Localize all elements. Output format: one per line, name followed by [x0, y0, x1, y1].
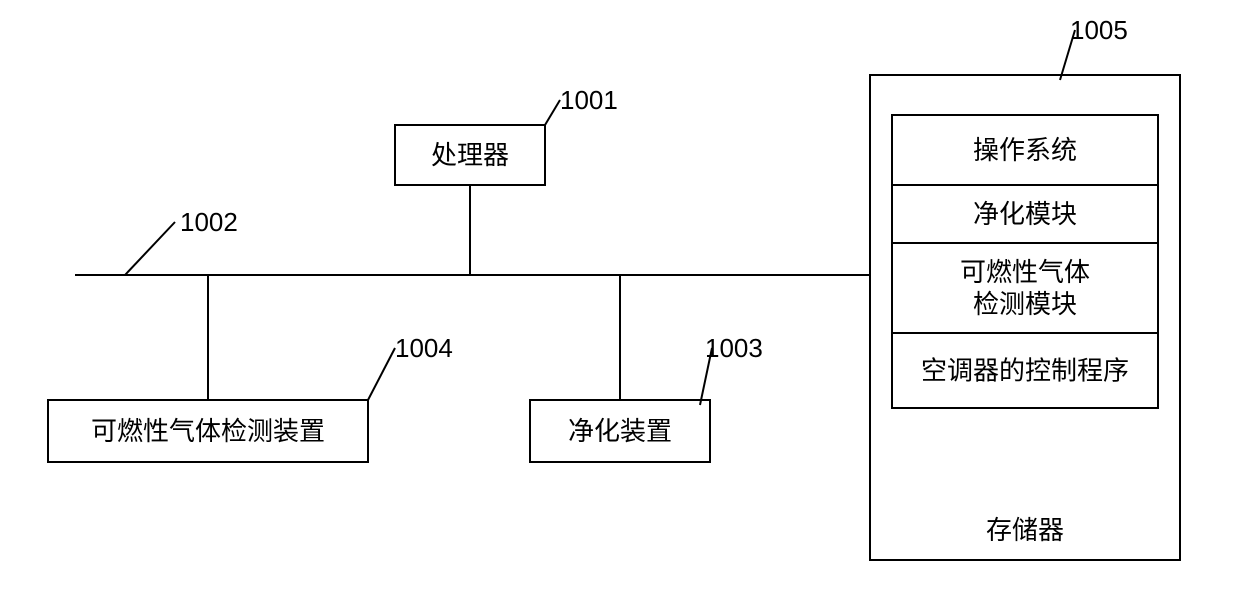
purify_device-label: 净化装置 — [568, 416, 672, 446]
detector_device-number: 1004 — [395, 333, 453, 363]
processor-label: 处理器 — [431, 140, 509, 170]
system-block-diagram: 1002 处理器 1001 可燃性气体检测装置 1004 净化装置 1003 1005 操作系统… — [0, 0, 1240, 596]
memory-number: 1005 — [1070, 15, 1128, 45]
processor-leader — [545, 100, 560, 125]
purify_device-number: 1003 — [705, 333, 763, 363]
memory-row-0-label: 操作系统 — [973, 135, 1077, 165]
memory-caption: 存储器 — [986, 515, 1064, 545]
bus-number: 1002 — [180, 207, 238, 237]
memory-row-2-label-line2: 检测模块 — [973, 289, 1077, 319]
detector_device-leader — [368, 348, 395, 400]
memory-row-1-label: 净化模块 — [973, 199, 1077, 229]
bus-leader — [125, 222, 175, 275]
detector_device-label: 可燃性气体检测装置 — [91, 416, 325, 446]
processor-number: 1001 — [560, 85, 618, 115]
memory-row-2-label-line1: 可燃性气体 — [960, 257, 1090, 287]
memory-row-3-label: 空调器的控制程序 — [921, 356, 1129, 386]
